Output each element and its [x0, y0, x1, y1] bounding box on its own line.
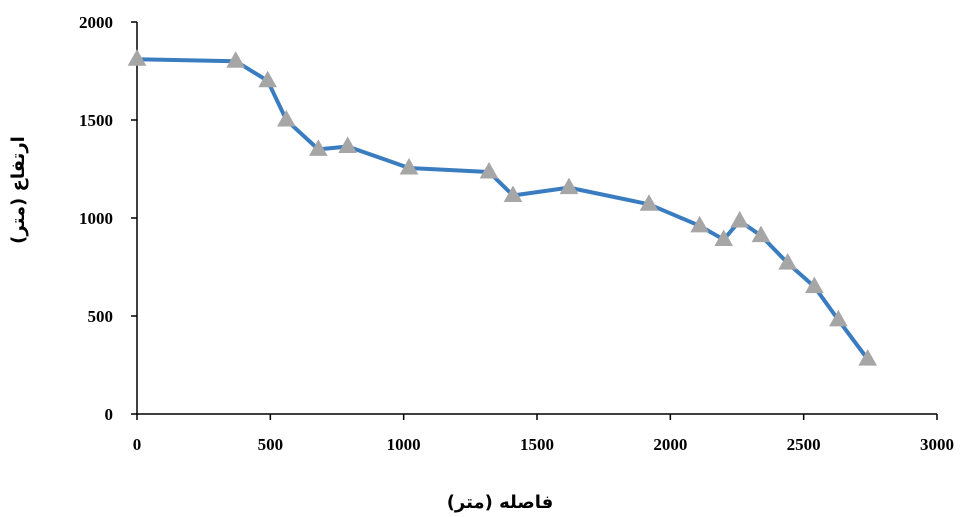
data-point-marker — [639, 194, 659, 211]
x-ticks: 0 500 1000 1500 2000 2500 3000 — [133, 414, 954, 454]
data-point-marker — [503, 185, 523, 202]
x-tick-label: 2500 — [787, 435, 821, 454]
x-tick-label: 0 — [133, 435, 142, 454]
y-tick-label: 1000 — [79, 209, 113, 228]
data-point-marker — [276, 109, 296, 127]
x-tick-label: 2000 — [653, 435, 687, 454]
data-point-marker — [778, 253, 798, 270]
x-tick-label: 1500 — [520, 435, 554, 454]
data-point-marker — [804, 276, 824, 294]
x-tick-label: 1000 — [387, 435, 421, 454]
x-tick-label: 3000 — [920, 435, 954, 454]
series-layer — [135, 57, 870, 362]
data-point-marker — [751, 225, 771, 243]
y-tick-label: 2000 — [79, 13, 113, 32]
data-point-marker — [338, 136, 358, 153]
data-point-marker — [858, 349, 878, 366]
y-axis-title: ارتفاع (متر) — [8, 136, 29, 244]
axes — [136, 22, 937, 415]
data-point-marker — [828, 309, 848, 327]
y-tick-label: 1500 — [79, 111, 113, 130]
data-point-marker — [730, 210, 750, 228]
data-point-marker — [479, 161, 499, 179]
y-tick-label: 0 — [105, 405, 114, 424]
data-point-marker — [127, 49, 147, 66]
x-axis-title: فاصله (متر) — [447, 492, 554, 513]
series-line — [135, 57, 870, 362]
x-tick-label: 500 — [258, 435, 284, 454]
markers-layer — [127, 49, 878, 366]
data-point-marker — [559, 177, 579, 195]
data-point-marker — [308, 139, 328, 156]
data-point-marker — [690, 215, 710, 233]
data-point-marker — [226, 51, 246, 68]
data-point-marker — [258, 70, 278, 88]
data-point-marker — [714, 229, 734, 247]
y-ticks: 0 500 1000 1500 2000 — [79, 13, 137, 424]
y-tick-label: 500 — [88, 307, 114, 326]
data-point-marker — [399, 158, 419, 175]
